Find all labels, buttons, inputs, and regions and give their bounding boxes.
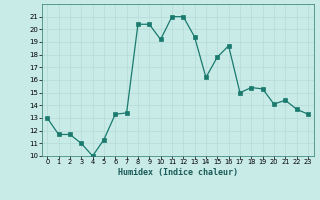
X-axis label: Humidex (Indice chaleur): Humidex (Indice chaleur) <box>118 168 237 177</box>
